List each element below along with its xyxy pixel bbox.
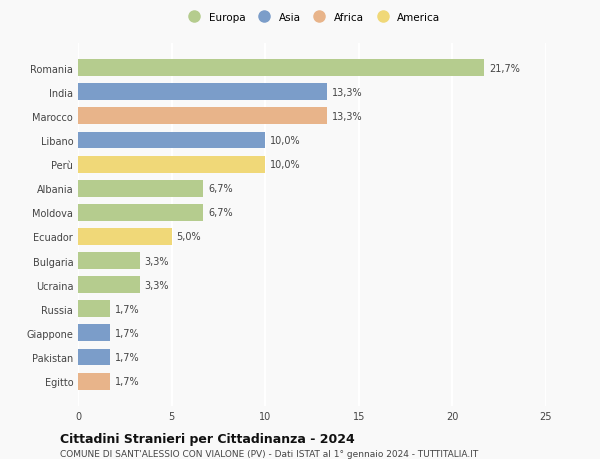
Text: 6,7%: 6,7%: [208, 184, 233, 194]
Text: 13,3%: 13,3%: [332, 88, 362, 98]
Text: 3,3%: 3,3%: [145, 280, 169, 290]
Text: 1,7%: 1,7%: [115, 352, 139, 362]
Text: 1,7%: 1,7%: [115, 304, 139, 314]
Bar: [78, 60, 484, 77]
Bar: [78, 325, 110, 341]
Text: 10,0%: 10,0%: [270, 160, 301, 170]
Text: 13,3%: 13,3%: [332, 112, 362, 122]
Text: COMUNE DI SANT'ALESSIO CON VIALONE (PV) - Dati ISTAT al 1° gennaio 2024 - TUTTIT: COMUNE DI SANT'ALESSIO CON VIALONE (PV) …: [60, 449, 478, 458]
Bar: [78, 84, 327, 101]
Text: 6,7%: 6,7%: [208, 208, 233, 218]
Bar: [78, 204, 203, 221]
Bar: [78, 252, 140, 269]
Text: 21,7%: 21,7%: [489, 63, 520, 73]
Bar: [78, 301, 110, 318]
Bar: [78, 108, 327, 125]
Text: Cittadini Stranieri per Cittadinanza - 2024: Cittadini Stranieri per Cittadinanza - 2…: [60, 432, 355, 445]
Legend: Europa, Asia, Africa, America: Europa, Asia, Africa, America: [184, 12, 440, 22]
Text: 1,7%: 1,7%: [115, 376, 139, 386]
Text: 10,0%: 10,0%: [270, 136, 301, 146]
Bar: [78, 277, 140, 293]
Text: 5,0%: 5,0%: [176, 232, 201, 242]
Bar: [78, 373, 110, 390]
Bar: [78, 132, 265, 149]
Bar: [78, 180, 203, 197]
Text: 1,7%: 1,7%: [115, 328, 139, 338]
Text: 3,3%: 3,3%: [145, 256, 169, 266]
Bar: [78, 229, 172, 246]
Bar: [78, 349, 110, 366]
Bar: [78, 157, 265, 173]
